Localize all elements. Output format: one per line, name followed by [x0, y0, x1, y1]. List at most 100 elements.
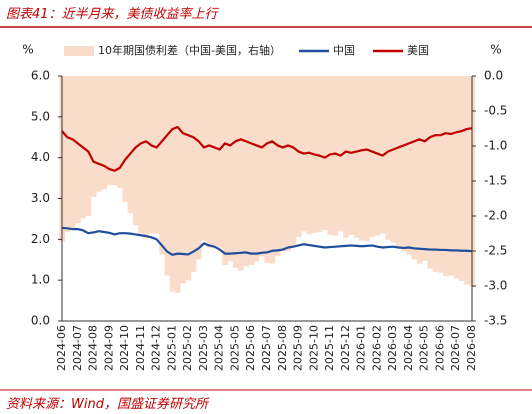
x-tick-label: 2025-11 — [323, 325, 336, 371]
spread-bar — [416, 76, 423, 264]
y2-tick-label: -1.5 — [484, 174, 507, 188]
y2-tick-label: -3.5 — [484, 314, 507, 328]
spread-bar — [290, 76, 297, 247]
y2-tick-label: -1.0 — [484, 139, 507, 153]
spread-bar — [343, 76, 349, 238]
spread-bar — [269, 76, 276, 264]
spread-bar — [96, 76, 102, 192]
y2-tick-label: 0.0 — [484, 69, 503, 83]
spread-bar — [206, 76, 213, 248]
spread-bar — [295, 76, 302, 237]
spread-bar — [169, 76, 176, 292]
spread-bar — [101, 76, 107, 190]
spread-bar — [232, 76, 239, 268]
x-tick-label: 2026-01 — [355, 325, 368, 371]
spread-bar — [337, 76, 344, 232]
spread-bar — [353, 76, 360, 238]
x-tick-label: 2025-05 — [228, 325, 241, 371]
area-layer — [59, 76, 475, 293]
spread-bar — [222, 76, 228, 265]
spread-bar — [148, 76, 155, 234]
spread-bar — [243, 76, 249, 267]
spread-bar — [453, 76, 460, 279]
x-tick-label: 2025-02 — [181, 325, 194, 371]
y-axis-label: % — [22, 43, 33, 57]
y-tick-label: 6.0 — [31, 69, 50, 83]
spread-bar — [227, 76, 234, 262]
legend-label: 10年期国债利差（中国-美国，右轴） — [98, 43, 281, 57]
spread-bar — [201, 76, 207, 241]
y-tick-label: 2.0 — [31, 232, 50, 246]
spread-bar — [348, 76, 355, 235]
line-layer — [61, 125, 473, 256]
line-series — [61, 226, 473, 256]
x-tick-label: 2024-08 — [87, 325, 100, 371]
spread-bar — [464, 76, 470, 285]
spread-bar — [85, 76, 92, 216]
x-tick-label: 2025-08 — [276, 325, 289, 371]
spread-bar — [280, 76, 286, 251]
x-tick-label: 2025-04 — [213, 325, 226, 371]
spread-bar — [90, 76, 97, 198]
spread-bar — [406, 76, 412, 255]
spread-bar — [238, 76, 244, 271]
spread-bar — [458, 76, 465, 282]
spread-bar — [211, 76, 218, 247]
spread-bar — [117, 76, 123, 188]
x-tick-label: 2024-11 — [134, 325, 147, 371]
spread-bar — [138, 76, 144, 234]
x-tick-label: 2024-06 — [55, 325, 68, 371]
spread-bar — [106, 76, 113, 186]
x-tick-label: 2024-07 — [71, 325, 84, 371]
y2-tick-label: -3.0 — [484, 279, 507, 293]
spread-bar — [264, 76, 270, 263]
spread-bar — [75, 76, 81, 223]
x-tick-label: 2025-01 — [165, 325, 178, 371]
spread-bar — [443, 76, 449, 277]
spread-bar — [132, 76, 139, 226]
x-tick-label: 2025-09 — [292, 325, 305, 371]
y2-tick-label: -0.5 — [484, 104, 507, 118]
spread-bar — [437, 76, 444, 273]
x-tick-label: 2025-06 — [244, 325, 257, 371]
spread-bar — [427, 76, 433, 269]
spread-bar — [374, 76, 381, 236]
x-tick-label: 2025-10 — [307, 325, 320, 371]
y-tick-label: 5.0 — [31, 109, 50, 123]
spread-bar — [285, 76, 291, 251]
spread-bar — [358, 76, 365, 241]
spread-bar — [111, 76, 118, 186]
spread-bar — [432, 76, 439, 272]
x-tick-label: 2025-03 — [197, 325, 210, 371]
x-tick-label: 2024-12 — [150, 325, 163, 371]
y-tick-label: 4.0 — [31, 150, 50, 164]
spread-bar — [185, 76, 192, 281]
legend-label: 美国 — [407, 44, 429, 57]
spread-bar — [401, 76, 407, 252]
spread-bar — [448, 76, 454, 276]
spread-bar — [64, 76, 71, 233]
spread-bar — [364, 76, 370, 242]
spread-bar — [127, 76, 134, 214]
spread-bar — [253, 76, 260, 262]
y-tick-label: 0.0 — [31, 314, 50, 328]
spread-bar — [153, 76, 160, 234]
spread-bar — [196, 76, 202, 260]
x-tick-label: 2026-06 — [433, 325, 446, 371]
spread-bar — [385, 76, 391, 240]
spread-bar — [322, 76, 328, 230]
spread-bar — [69, 76, 76, 230]
spread-bar — [143, 76, 150, 239]
y2-tick-label: -2.0 — [484, 209, 507, 223]
spread-bar — [159, 76, 165, 255]
chart-title: 图表41：近半月来，美债收益率上行 — [6, 6, 220, 22]
spread-bar — [175, 76, 181, 293]
x-tick-label: 2026-05 — [418, 325, 431, 371]
y-tick-label: 3.0 — [31, 191, 50, 205]
x-tick-label: 2025-12 — [339, 325, 352, 371]
spread-bar — [390, 76, 397, 243]
x-tick-label: 2025-07 — [260, 325, 273, 371]
spread-bar — [164, 76, 171, 276]
spread-bar — [332, 76, 339, 236]
